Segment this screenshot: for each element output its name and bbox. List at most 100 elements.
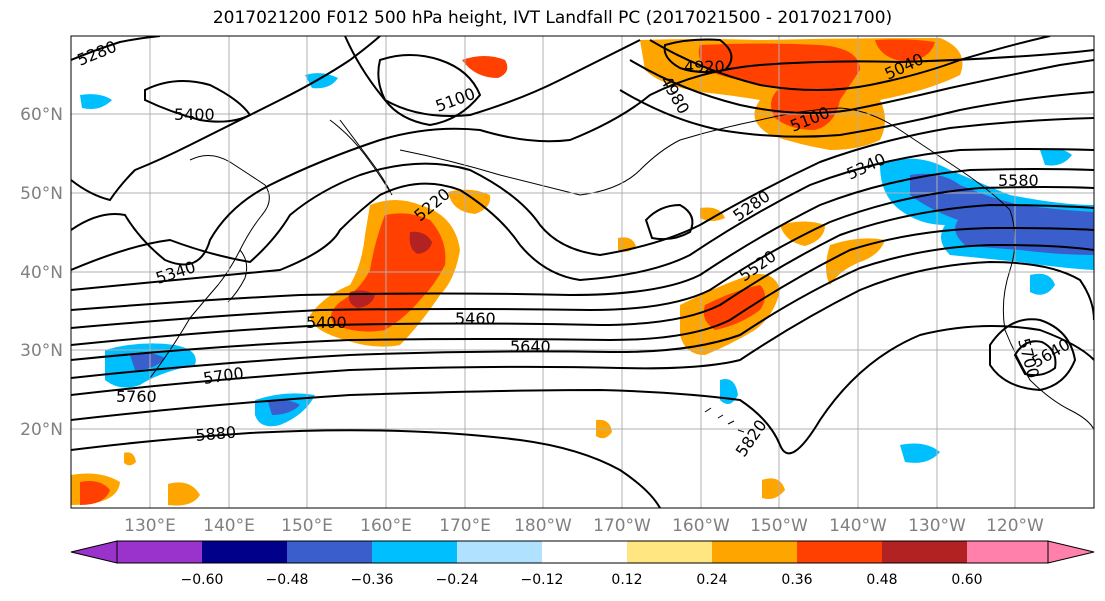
colorbar-swatch (202, 541, 287, 563)
contour-label: 4920 (684, 57, 725, 76)
hawaii-islands (704, 407, 745, 433)
longitude-label: 170°E (439, 516, 491, 536)
colorbar-extend-low (70, 540, 118, 564)
colorbar-tick-label: 0.12 (611, 572, 642, 588)
colorbar-swatch (287, 541, 372, 563)
height-contour (989, 318, 1077, 392)
height-contour (629, 59, 1094, 115)
longitude-label: 120°W (986, 516, 1044, 536)
contour-label: 5880 (195, 423, 237, 445)
map-title: 2017021200 F012 500 hPa height, IVT Land… (212, 8, 893, 28)
height-contour (344, 36, 641, 117)
map-frame (70, 35, 1095, 509)
colorbar-tick-label: 0.48 (866, 572, 897, 588)
longitude-label: 180°W (514, 516, 572, 536)
longitude-label: 170°W (593, 516, 651, 536)
longitude-label: 150°E (281, 516, 333, 536)
negative-anomaly-region (305, 73, 338, 89)
positive-anomaly-region (448, 189, 491, 214)
colorbar-swatch (967, 541, 1048, 563)
height-contour (663, 38, 733, 74)
height-contour (644, 203, 694, 241)
colorbar-tick-label: 0.36 (781, 572, 812, 588)
colorbar-swatch (797, 541, 882, 563)
contour-label: 5460 (455, 309, 496, 328)
strong-positive-region (80, 481, 110, 505)
strong-positive-region (703, 285, 765, 330)
colorbar-frame (116, 540, 1049, 564)
colorbar: −0.60 −0.48 −0.36 −0.24 −0.12 0.12 0.24 … (70, 540, 1095, 588)
positive-anomaly-region (826, 238, 885, 285)
positive-anomaly-region (168, 482, 200, 506)
height-contour (71, 36, 161, 61)
colorbar-swatch (457, 541, 542, 563)
positive-anomaly-region (124, 452, 136, 466)
longitude-label: 160°W (672, 516, 730, 536)
height-contour (71, 260, 1094, 396)
height-contour (71, 226, 1094, 361)
contour-label: 5580 (998, 171, 1039, 190)
colorbar-tick-label: −0.60 (181, 572, 224, 588)
height-contour (71, 148, 1094, 291)
colorbar-tick-label: 0.60 (951, 572, 982, 588)
colorbar-extend-high (1047, 540, 1095, 564)
kamchatka-coastline (329, 119, 393, 196)
height-contour (649, 36, 1051, 91)
longitude-label: 130°E (124, 516, 176, 536)
colorbar-swatch (117, 541, 202, 563)
colorbar-tick-label: −0.12 (521, 572, 564, 588)
negative-anomaly-region (1040, 148, 1072, 166)
negative-anomaly-region (900, 443, 940, 463)
height-contour (1013, 340, 1057, 377)
height-contour (619, 89, 1094, 138)
latitude-label: 20°N (20, 420, 63, 440)
negative-anomaly-region (1030, 273, 1055, 295)
latitude-label: 50°N (20, 184, 63, 204)
contour-label: 5640 (510, 337, 551, 356)
longitude-label: 130°W (908, 516, 966, 536)
colorbar-tick-label: 0.24 (696, 572, 727, 588)
alaska-coastline (639, 107, 1011, 211)
colorbar-tick-label: −0.24 (436, 572, 479, 588)
longitude-labels: 130°E 140°E 150°E 160°E 170°E 180°W 170°… (124, 516, 1044, 536)
moderate-negative-region (130, 353, 165, 370)
longitude-label: 140°W (829, 516, 887, 536)
height-contour (71, 429, 661, 508)
colorbar-swatch (882, 541, 967, 563)
height-contour (71, 49, 1094, 266)
positive-anomaly-region (700, 207, 725, 221)
colorbar-swatch (712, 541, 797, 563)
colorbar-tick-label: −0.48 (266, 572, 309, 588)
coastlines (149, 107, 1094, 433)
latitude-labels: 60°N 50°N 40°N 30°N 20°N (20, 105, 63, 440)
contour-label: 5760 (116, 387, 157, 406)
height-contour (71, 203, 1094, 346)
moderate-negative-region (910, 173, 1094, 255)
height-contours (71, 36, 1094, 508)
positive-anomaly-region (780, 221, 825, 246)
height-contour (71, 325, 1094, 455)
north-america-west-coastline (1002, 209, 1094, 431)
strong-positive-region (875, 39, 935, 62)
longitude-label: 150°W (750, 516, 808, 536)
height-contour (71, 36, 381, 202)
height-contour (71, 243, 1094, 379)
colorbar-swatch (372, 541, 457, 563)
strongest-positive-region (349, 231, 432, 308)
colorbar-swatch (542, 541, 627, 563)
positive-anomaly-region (462, 56, 508, 78)
moderate-negative-region (268, 400, 300, 415)
contour-label: 5400 (174, 105, 215, 124)
lat-lon-grid (71, 36, 1094, 508)
japan-coastline (227, 249, 248, 303)
map-panel: 5280 5400 5100 5220 5340 5400 5460 5640 … (71, 36, 1094, 508)
longitude-label: 140°E (203, 516, 255, 536)
negative-anomaly-region (80, 94, 112, 109)
longitude-label: 160°E (360, 516, 412, 536)
aleutian-coastline (399, 149, 641, 196)
height-contour (71, 117, 1094, 271)
height-contour (71, 186, 1094, 329)
contour-label: 5400 (306, 313, 347, 332)
colorbar-tick-label: −0.36 (351, 572, 394, 588)
